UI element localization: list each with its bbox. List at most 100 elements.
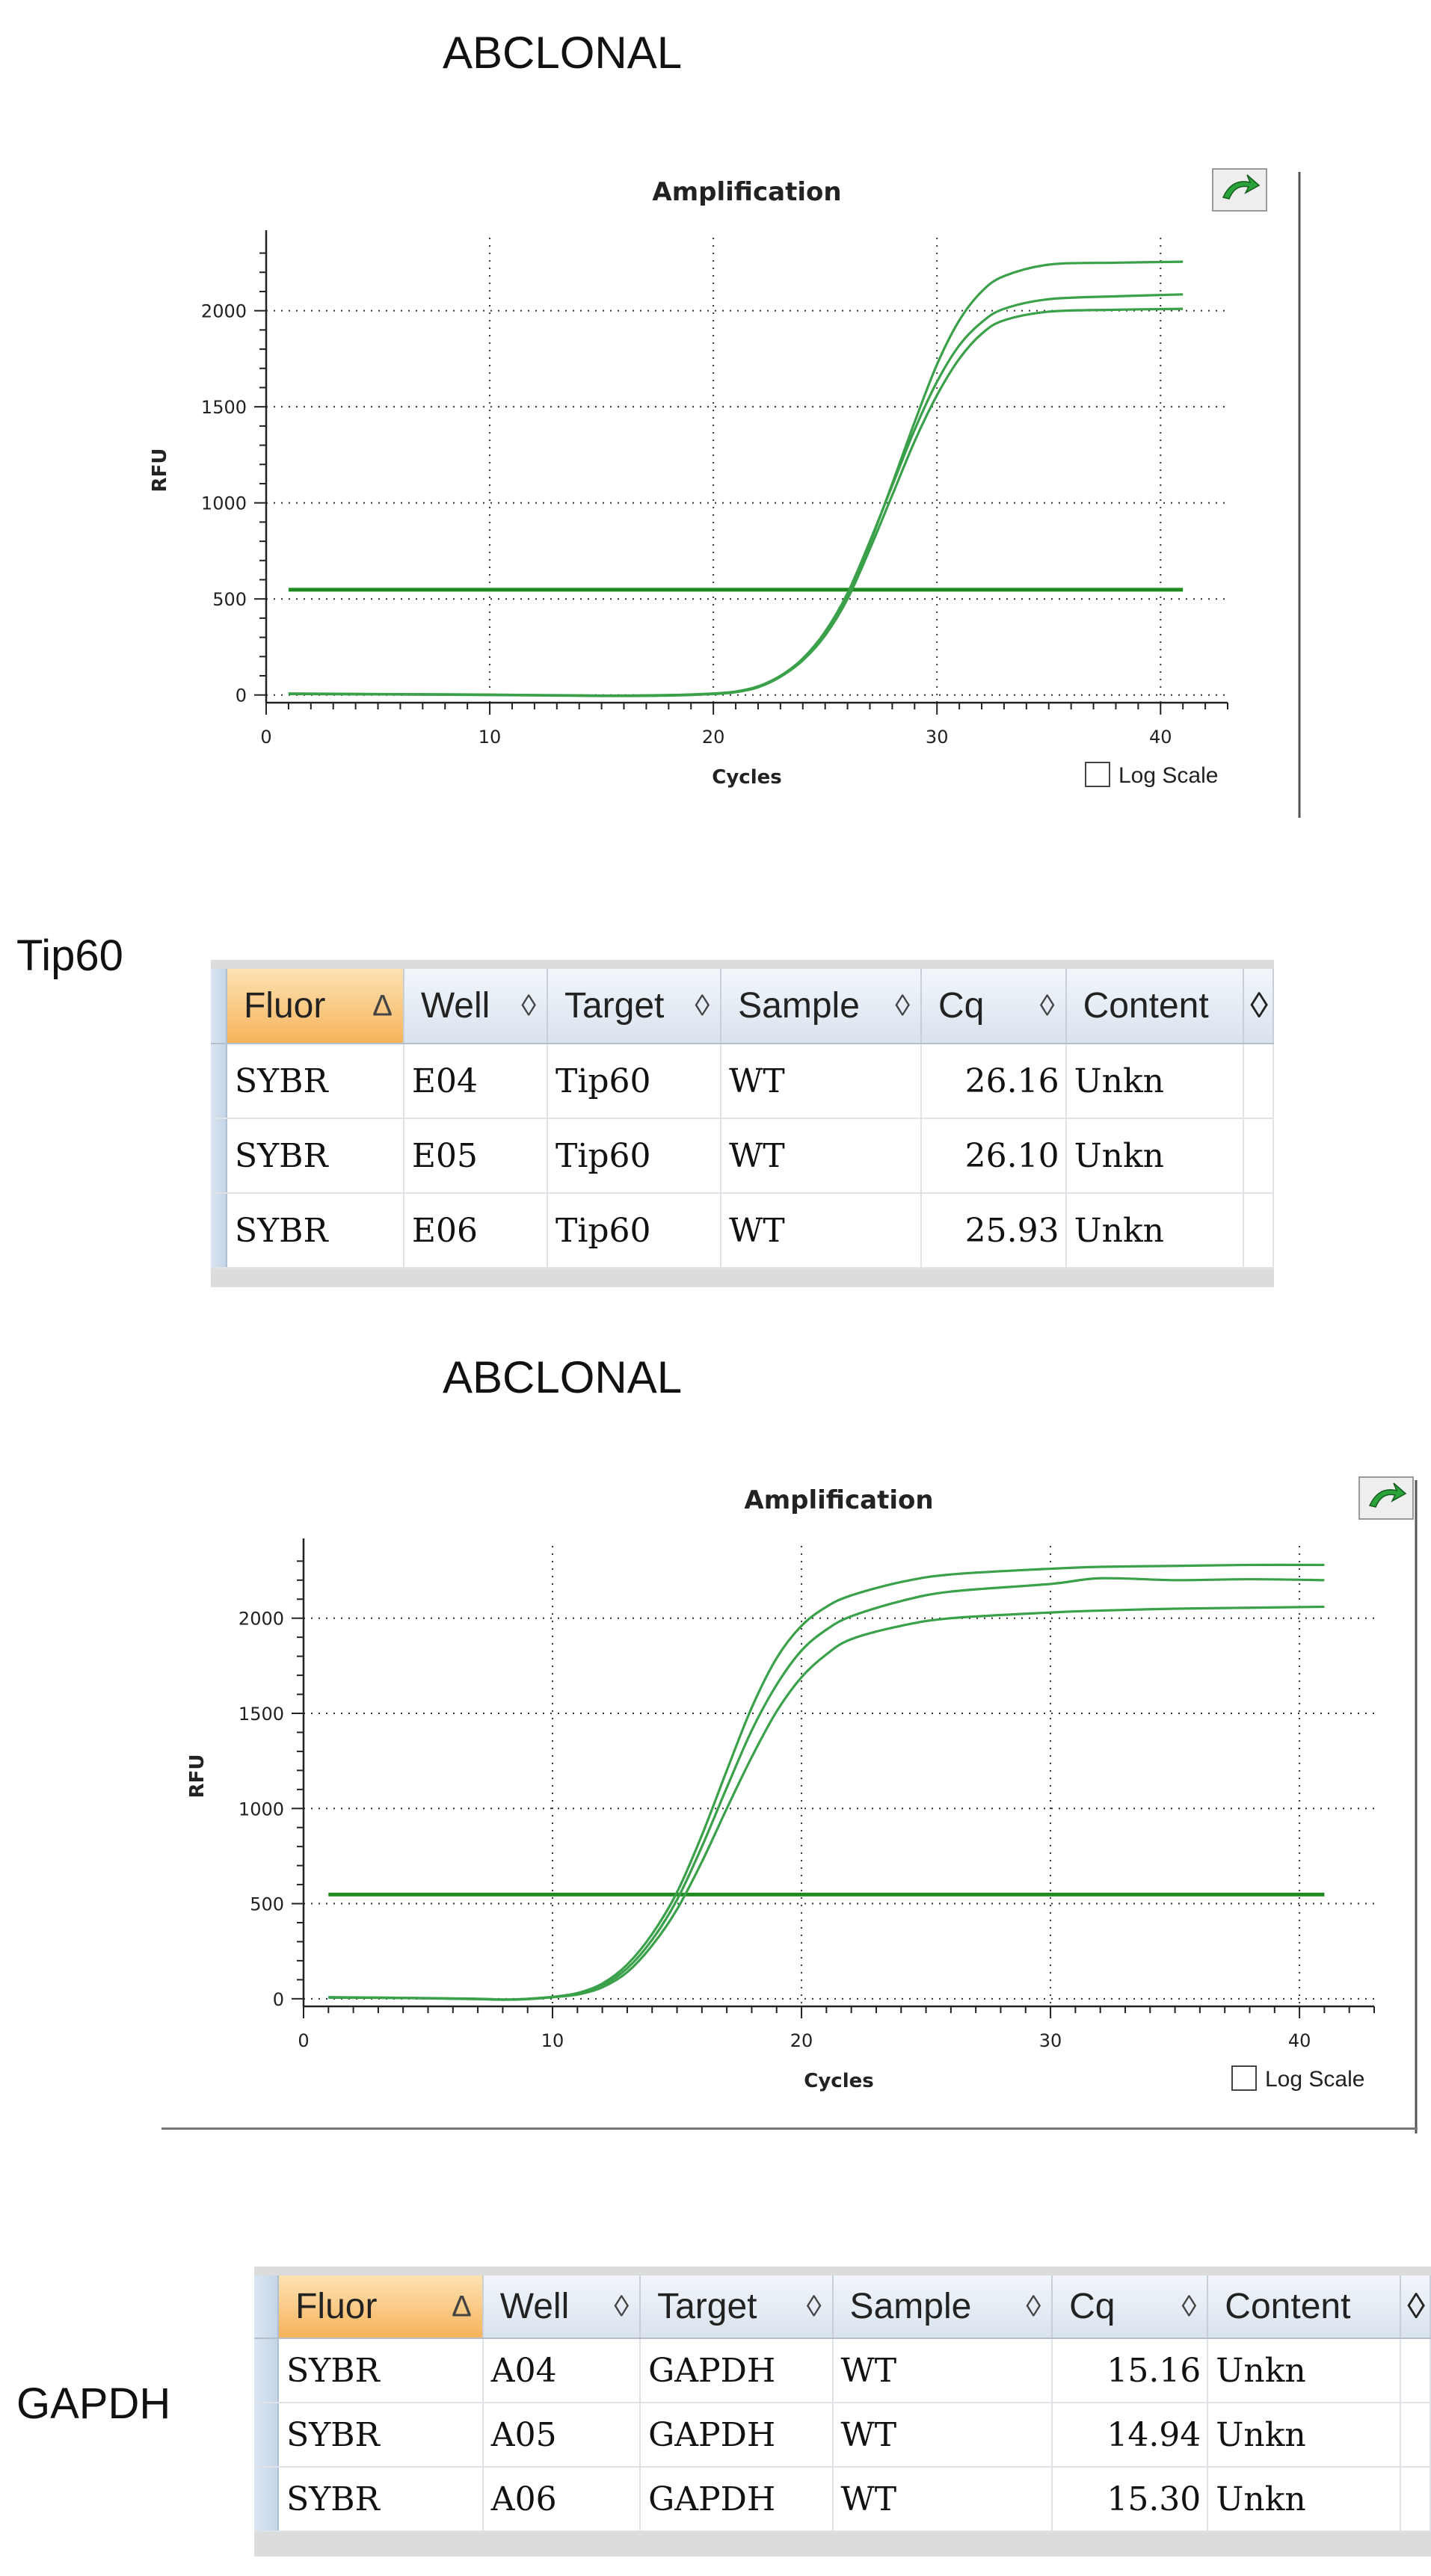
- cell-sample: WT: [721, 1044, 922, 1119]
- cell-empty: [1400, 2338, 1431, 2403]
- column-header-sample[interactable]: Sample ◊: [721, 969, 922, 1044]
- cell-cq: 25.93: [921, 1193, 1067, 1269]
- x-tick-label: 40: [1288, 2030, 1311, 2051]
- y-tick-label: 500: [250, 1894, 284, 1915]
- column-header-overflow[interactable]: ◊: [1243, 969, 1274, 1044]
- x-tick-label: 10: [541, 2030, 564, 2051]
- cell-content: Unkn: [1065, 1118, 1245, 1194]
- row-header-gutter: [254, 2275, 280, 2339]
- log-scale-checkbox[interactable]: [1085, 762, 1110, 787]
- cell-fluor: SYBR: [278, 2338, 484, 2403]
- column-header-target[interactable]: Target ◊: [640, 2275, 834, 2339]
- cell-fluor: SYBR: [226, 1044, 404, 1119]
- cell-target: Tip60: [547, 1193, 722, 1269]
- x-tick-label: 30: [926, 727, 949, 748]
- cell-sample: WT: [832, 2467, 1053, 2532]
- export-icon[interactable]: [1212, 168, 1267, 212]
- row-header[interactable]: [254, 2403, 280, 2468]
- row-header[interactable]: [211, 1044, 227, 1119]
- amplification-curve-3: [328, 1605, 1325, 2001]
- results-table-panel: Fluor Δ Well ◊ Target ◊ Sample ◊ Cq ◊ Content ◊ SYBR…: [211, 960, 1274, 1287]
- x-tick-label: 10: [478, 727, 502, 748]
- amplification-chart: Amplification 0 10 20 30 40 0 500 1000 1500 2000 Cy…: [186, 1476, 1418, 2133]
- cell-sample: WT: [721, 1118, 922, 1194]
- y-tick-label: 1500: [201, 397, 247, 418]
- column-header-fluor[interactable]: Fluor Δ: [278, 2275, 484, 2339]
- cell-fluor: SYBR: [226, 1193, 404, 1269]
- column-header-label: Sample: [738, 986, 860, 1026]
- y-tick-label: 500: [212, 589, 247, 610]
- column-header-content[interactable]: Content: [1065, 969, 1245, 1044]
- cell-well: E04: [403, 1044, 548, 1119]
- column-header-label: Fluor: [295, 2287, 378, 2326]
- cell-empty: [1243, 1193, 1274, 1269]
- column-header-target[interactable]: Target ◊: [547, 969, 722, 1044]
- row-header[interactable]: [211, 1193, 227, 1269]
- cell-content: Unkn: [1065, 1044, 1245, 1119]
- section-title: ABCLONAL: [443, 1352, 683, 1402]
- y-tick-label: 1000: [201, 493, 247, 514]
- cell-content: Unkn: [1207, 2338, 1402, 2403]
- sort-toggle-icon: ◊: [1181, 2290, 1197, 2323]
- table-row[interactable]: SYBR A05 GAPDH WT 14.94 Unkn: [254, 2403, 1431, 2468]
- cell-sample: WT: [721, 1193, 922, 1269]
- chart-title: Amplification: [744, 1485, 933, 1515]
- results-table: Fluor Δ Well ◊ Target ◊ Sample ◊ Cq ◊ Content ◊ SYBR…: [211, 969, 1274, 1269]
- sort-toggle-icon: ◊: [1039, 989, 1055, 1022]
- x-axis-label: Cycles: [804, 2070, 873, 2092]
- cell-target: GAPDH: [640, 2403, 834, 2468]
- column-header-cq[interactable]: Cq ◊: [1052, 2275, 1209, 2339]
- column-header-label: Content: [1083, 986, 1209, 1026]
- x-tick-label: 20: [790, 2030, 813, 2051]
- cell-target: GAPDH: [640, 2467, 834, 2532]
- cell-fluor: SYBR: [278, 2403, 484, 2468]
- y-tick-label: 1500: [238, 1704, 284, 1725]
- panel-border: [161, 2127, 1418, 2130]
- sort-toggle-icon: ◊: [895, 989, 910, 1022]
- column-header-label: Target: [564, 986, 665, 1026]
- x-tick-label: 20: [702, 727, 725, 748]
- cell-well: E06: [403, 1193, 548, 1269]
- cell-cq: 15.30: [1052, 2467, 1209, 2532]
- export-icon[interactable]: [1358, 1476, 1414, 1520]
- column-header-well[interactable]: Well ◊: [482, 2275, 641, 2339]
- column-header-label: Sample: [849, 2287, 972, 2326]
- column-header-label: Well: [499, 2287, 570, 2326]
- log-scale-label: Log Scale: [1118, 763, 1218, 788]
- table-row[interactable]: SYBR A06 GAPDH WT 15.30 Unkn: [254, 2467, 1431, 2532]
- cell-empty: [1400, 2467, 1431, 2532]
- target-label: GAPDH: [16, 2379, 171, 2428]
- sort-ascending-icon: Δ: [452, 2290, 472, 2323]
- row-header[interactable]: [254, 2338, 280, 2403]
- column-header-cq[interactable]: Cq ◊: [921, 969, 1067, 1044]
- column-header-content[interactable]: Content: [1207, 2275, 1402, 2339]
- target-label: Tip60: [16, 931, 123, 980]
- y-tick-label: 2000: [201, 301, 247, 322]
- table-row[interactable]: SYBR E06 Tip60 WT 25.93 Unkn: [211, 1193, 1274, 1269]
- log-scale-checkbox[interactable]: [1231, 2065, 1257, 2091]
- cell-well: A06: [482, 2467, 641, 2532]
- column-header-overflow[interactable]: ◊: [1400, 2275, 1431, 2339]
- table-row[interactable]: SYBR E04 Tip60 WT 26.16 Unkn: [211, 1044, 1274, 1119]
- cell-cq: 14.94: [1052, 2403, 1209, 2468]
- cell-empty: [1243, 1044, 1274, 1119]
- table-row[interactable]: SYBR E05 Tip60 WT 26.10 Unkn: [211, 1118, 1274, 1194]
- column-header-fluor[interactable]: Fluor Δ: [226, 969, 404, 1044]
- x-axis-label: Cycles: [712, 766, 781, 789]
- row-header[interactable]: [211, 1118, 227, 1194]
- row-header[interactable]: [254, 2467, 280, 2532]
- chart-title: Amplification: [652, 177, 841, 207]
- sort-toggle-icon: ◊: [1250, 986, 1268, 1026]
- sort-toggle-icon: ◊: [806, 2290, 822, 2323]
- column-header-well[interactable]: Well ◊: [403, 969, 548, 1044]
- y-axis-label: RFU: [186, 1754, 209, 1799]
- table-row[interactable]: SYBR A04 GAPDH WT 15.16 Unkn: [254, 2338, 1431, 2403]
- sort-toggle-icon: ◊: [521, 989, 536, 1022]
- amplification-curve-2: [288, 293, 1184, 697]
- cell-content: Unkn: [1207, 2403, 1402, 2468]
- cell-content: Unkn: [1207, 2467, 1402, 2532]
- column-header-sample[interactable]: Sample ◊: [832, 2275, 1053, 2339]
- sort-toggle-icon: ◊: [1407, 2287, 1426, 2326]
- cell-well: A05: [482, 2403, 641, 2468]
- y-tick-label: 0: [273, 1989, 284, 2010]
